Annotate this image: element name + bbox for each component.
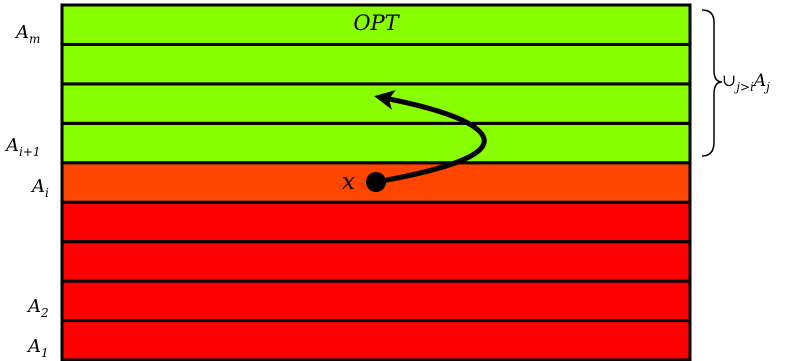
label-a-i-plus-1: Ai+1 — [4, 135, 41, 159]
label-a-m: Am — [14, 22, 40, 46]
trajectory-arrow — [374, 90, 487, 185]
right-brace — [701, 9, 723, 157]
opt-label: OPT — [353, 11, 400, 35]
band-a-5 — [60, 82, 692, 125]
band-a-3 — [60, 240, 692, 283]
band-a-1 — [60, 319, 692, 361]
band-a-m — [60, 3, 692, 46]
label-a-i: Ai — [30, 176, 49, 200]
band-a-i-1- — [60, 121, 692, 165]
point-x-label: x — [342, 169, 355, 195]
band-a-6 — [60, 42, 692, 86]
label-a-2: A2 — [26, 296, 49, 320]
union-label: ∪j>iAj — [722, 71, 770, 94]
point-x-marker — [366, 172, 386, 192]
label-a-1: A1 — [26, 336, 49, 360]
band-a-2 — [60, 279, 692, 323]
band-a-4 — [60, 200, 692, 244]
level-bands — [60, 3, 692, 361]
